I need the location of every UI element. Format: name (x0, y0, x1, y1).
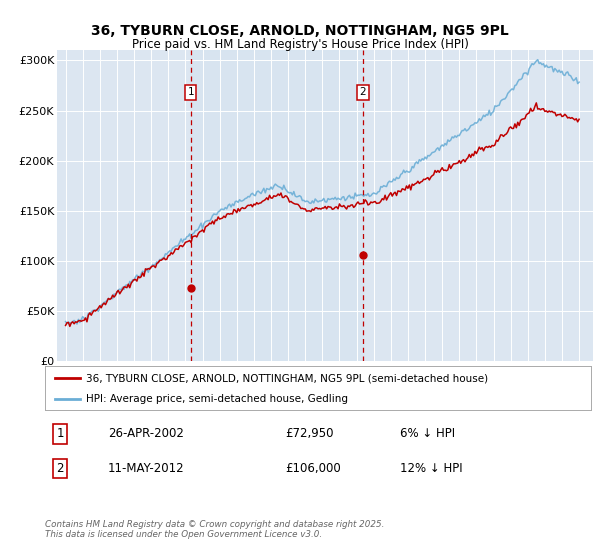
Text: Price paid vs. HM Land Registry's House Price Index (HPI): Price paid vs. HM Land Registry's House … (131, 38, 469, 51)
Text: 26-APR-2002: 26-APR-2002 (108, 427, 184, 440)
Text: 36, TYBURN CLOSE, ARNOLD, NOTTINGHAM, NG5 9PL: 36, TYBURN CLOSE, ARNOLD, NOTTINGHAM, NG… (91, 24, 509, 38)
Text: 11-MAY-2012: 11-MAY-2012 (108, 462, 184, 475)
Text: 6% ↓ HPI: 6% ↓ HPI (400, 427, 455, 440)
Bar (191, 50, 363, 361)
Text: £72,950: £72,950 (285, 427, 334, 440)
Text: 1: 1 (188, 87, 194, 97)
Text: 2: 2 (359, 87, 366, 97)
Text: £106,000: £106,000 (285, 462, 341, 475)
Text: Contains HM Land Registry data © Crown copyright and database right 2025.
This d: Contains HM Land Registry data © Crown c… (45, 520, 385, 539)
Text: 36, TYBURN CLOSE, ARNOLD, NOTTINGHAM, NG5 9PL (semi-detached house): 36, TYBURN CLOSE, ARNOLD, NOTTINGHAM, NG… (86, 374, 488, 384)
Text: 1: 1 (56, 427, 64, 440)
Text: 2: 2 (56, 462, 64, 475)
Text: HPI: Average price, semi-detached house, Gedling: HPI: Average price, semi-detached house,… (86, 394, 348, 404)
Text: 12% ↓ HPI: 12% ↓ HPI (400, 462, 463, 475)
